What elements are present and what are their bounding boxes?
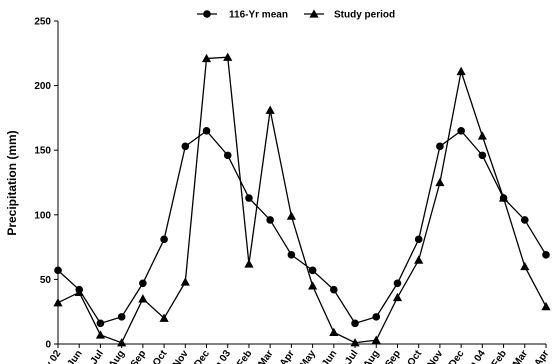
triangle-point [201, 53, 212, 63]
circle-point [181, 142, 190, 151]
y-tick-label: 50 [40, 275, 52, 286]
circle-point [372, 313, 381, 321]
circle-point [117, 313, 126, 321]
triangle-point [286, 211, 296, 220]
x-tick-label: Dec [192, 348, 212, 364]
triangle-point [159, 313, 169, 322]
circle-point [436, 142, 444, 151]
triangle-point [265, 105, 275, 114]
x-tick-label: Feb [490, 348, 509, 364]
triangle-point [350, 338, 360, 347]
circle-point [330, 285, 338, 294]
x-tick-label: Jun [320, 348, 339, 364]
triangle-point [308, 281, 318, 290]
x-tick-label: May [298, 348, 318, 364]
y-axis-title: Precipitation (mm) [5, 130, 19, 235]
circle-point [457, 127, 465, 135]
circle-point [223, 151, 232, 160]
triangle-point [435, 177, 445, 187]
y-tick-label: 100 [34, 210, 51, 221]
y-tick-label: 250 [34, 17, 51, 28]
circle-point [54, 266, 62, 275]
series-mean [54, 127, 550, 328]
legend-label: Study period [334, 10, 395, 21]
triangle-point [117, 338, 127, 347]
x-tick-label: Jul [343, 348, 360, 364]
legend-item: Study period [304, 9, 395, 21]
circle-point [520, 216, 529, 224]
legend-item: 116-Yr mean [197, 10, 288, 21]
circle-point [287, 251, 296, 259]
triangle-point [520, 261, 530, 271]
axes [54, 20, 547, 348]
circle-point [139, 279, 147, 288]
x-tick-label: Oct [151, 348, 170, 364]
triangle-point [541, 301, 551, 311]
x-tick-label: Apr [533, 348, 552, 364]
triangle-point [244, 259, 254, 268]
triangle-point [477, 131, 487, 140]
circle-point [542, 251, 550, 259]
x-tick-label: Apr [278, 348, 297, 364]
circle-point [351, 319, 359, 328]
y-tick-label: 150 [34, 146, 51, 157]
x-tick-label: Dec [447, 348, 467, 364]
triangle-point [180, 277, 190, 286]
x-tick-label: Mar [256, 348, 275, 364]
x-tick-label: Aug [362, 348, 382, 364]
circle-point [478, 151, 487, 160]
x-tick-label: Sep [383, 348, 403, 364]
x-tick-label: Aug [107, 348, 127, 364]
series-study [53, 52, 551, 347]
triangle-point [53, 298, 63, 307]
legend-circle-marker [203, 10, 211, 18]
legend-label: 116-Yr mean [229, 10, 288, 21]
circle-point [393, 279, 402, 288]
x-tick-label: Sep [129, 348, 149, 364]
triangle-point [392, 292, 403, 302]
circle-point [160, 235, 168, 244]
triangle-point [329, 327, 339, 337]
tick-labels: 050100150200250May 02JunJulAugSepOctNovD… [34, 17, 551, 364]
x-tick-label: Jul [89, 348, 106, 364]
x-tick-label: Oct [406, 348, 425, 364]
triangle-point [74, 287, 84, 296]
x-tick-label: Mar [511, 348, 530, 364]
circle-point [308, 266, 317, 275]
x-tick-label: Nov [426, 348, 446, 364]
triangle-point [456, 66, 466, 76]
series-line [57, 56, 547, 344]
x-tick-label: Feb [235, 348, 254, 364]
y-tick-label: 200 [34, 81, 51, 92]
legend: 116-Yr mean Study period [197, 9, 395, 21]
series-line [57, 129, 547, 325]
triangle-point [95, 330, 106, 339]
circle-point [245, 194, 253, 202]
circle-point [414, 235, 423, 244]
x-tick-label: Jun [65, 348, 84, 364]
circle-point [96, 319, 105, 328]
x-tick-label: Nov [171, 348, 191, 364]
y-tick-label: 0 [45, 340, 51, 351]
circle-point [202, 127, 211, 135]
triangle-point [223, 52, 233, 61]
legend-triangle-marker [309, 9, 319, 18]
triangle-point [138, 294, 148, 303]
triangle-point [498, 193, 509, 202]
series [53, 52, 551, 347]
triangle-point [371, 335, 381, 344]
triangle-point [414, 255, 424, 264]
circle-point [266, 216, 274, 224]
